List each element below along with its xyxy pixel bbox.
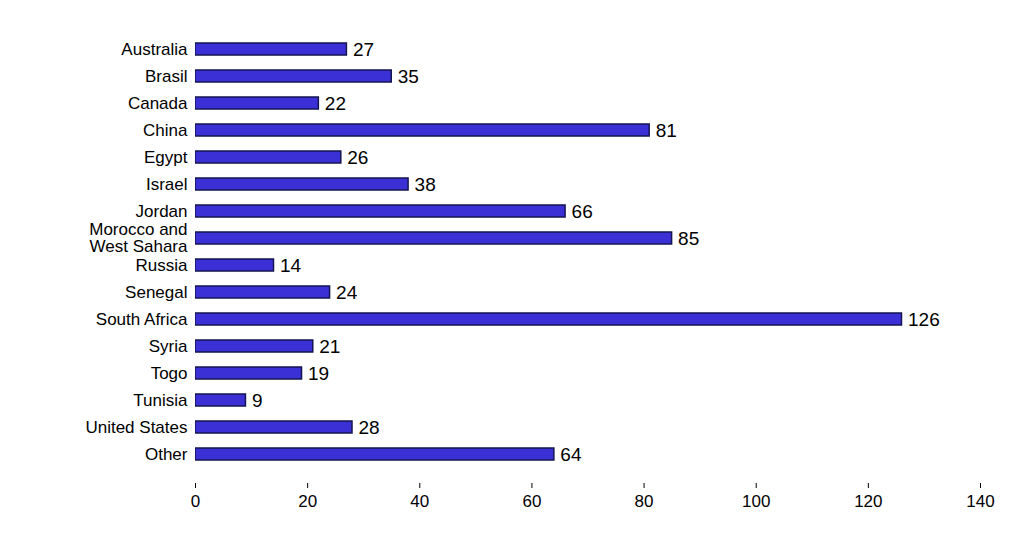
svg-text:Australia: Australia [121,40,188,59]
svg-text:100: 100 [742,492,770,511]
svg-text:Tunisia: Tunisia [133,391,188,410]
svg-text:120: 120 [854,492,882,511]
svg-text:66: 66 [572,201,593,222]
svg-text:28: 28 [359,417,380,438]
svg-text:Brasil: Brasil [145,67,188,86]
svg-text:126: 126 [908,309,940,330]
svg-text:Egypt: Egypt [144,148,188,167]
svg-text:Jordan: Jordan [136,202,188,221]
svg-text:14: 14 [280,255,302,276]
svg-text:24: 24 [336,282,358,303]
svg-text:38: 38 [415,174,436,195]
svg-text:9: 9 [252,390,263,411]
svg-text:0: 0 [191,492,200,511]
svg-text:64: 64 [560,444,582,465]
svg-text:85: 85 [678,228,699,249]
svg-text:Togo: Togo [151,364,188,383]
svg-text:40: 40 [410,492,429,511]
svg-text:Russia: Russia [136,256,189,275]
svg-text:United States: United States [85,418,187,437]
svg-text:35: 35 [398,66,419,87]
svg-text:26: 26 [347,147,368,168]
svg-text:21: 21 [319,336,340,357]
svg-text:80: 80 [635,492,654,511]
svg-text:Morocco andWest Sahara: Morocco andWest Sahara [89,220,188,256]
svg-text:Israel: Israel [146,175,188,194]
svg-text:140: 140 [966,492,994,511]
svg-text:22: 22 [325,93,346,114]
svg-text:Canada: Canada [128,94,188,113]
svg-text:60: 60 [522,492,541,511]
svg-text:20: 20 [298,492,317,511]
svg-text:19: 19 [308,363,329,384]
svg-text:China: China [143,121,188,140]
svg-text:Syria: Syria [149,337,188,356]
svg-text:81: 81 [656,120,677,141]
svg-text:27: 27 [353,39,374,60]
svg-text:Other: Other [145,445,188,464]
svg-text:Senegal: Senegal [125,283,187,302]
svg-text:South Africa: South Africa [96,310,188,329]
